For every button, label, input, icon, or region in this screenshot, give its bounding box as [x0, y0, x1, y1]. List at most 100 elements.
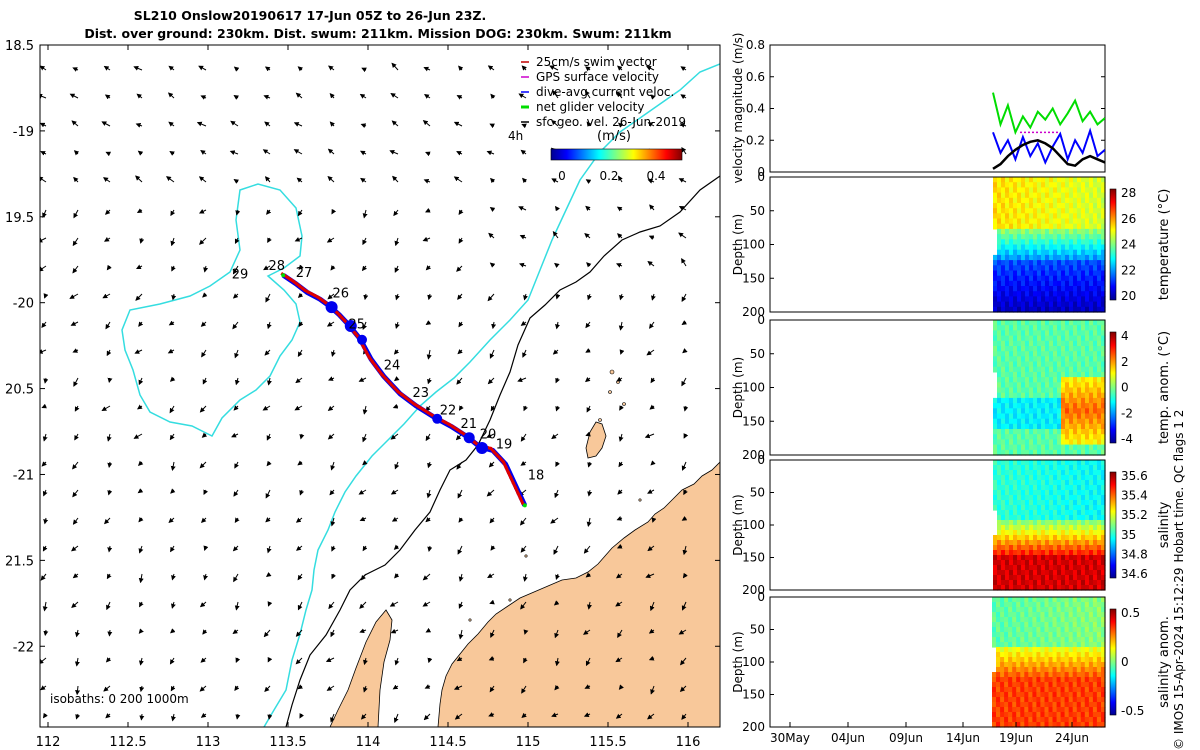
section-cell	[1077, 530, 1082, 536]
section-cell	[1029, 387, 1034, 394]
section-cell	[1069, 330, 1074, 337]
section-cell	[992, 617, 997, 623]
section-cell	[1052, 617, 1058, 623]
section-cell	[1069, 500, 1074, 506]
section-cell	[1037, 413, 1042, 420]
section-cell	[1041, 197, 1046, 204]
section-cell	[1048, 672, 1054, 678]
section-cell	[1017, 330, 1022, 337]
section-cell	[1081, 182, 1086, 188]
section-cell	[1093, 500, 1098, 506]
section-cell	[1056, 597, 1062, 603]
section-cell	[1089, 213, 1094, 220]
section-cell	[1101, 692, 1106, 698]
section-cell	[1057, 306, 1062, 313]
velocity-arrow	[520, 320, 527, 326]
section-cell	[1053, 570, 1058, 576]
section-cell	[1093, 495, 1098, 501]
velocity-arrow	[169, 405, 175, 414]
section-cell	[1021, 340, 1026, 347]
section-cell	[997, 377, 1002, 383]
section-cell	[1057, 490, 1062, 496]
swim-vector-point	[504, 465, 508, 469]
section-cell	[1069, 439, 1074, 446]
swim-vector-point	[518, 496, 523, 500]
velocity-arrow	[583, 712, 591, 717]
section-cell	[997, 208, 1002, 214]
section-cell	[1045, 192, 1050, 199]
section-cell	[1097, 485, 1102, 491]
section-cell	[1013, 555, 1018, 561]
section-cell	[1077, 223, 1082, 230]
section-cell	[1016, 697, 1021, 703]
section-cell	[993, 361, 998, 368]
section-cell	[1065, 490, 1070, 496]
section-cell	[1101, 580, 1106, 586]
section-cell	[1080, 662, 1086, 668]
section-cell	[1045, 535, 1050, 541]
section-cell	[1101, 208, 1106, 214]
section-cell	[1005, 495, 1010, 501]
section-cell	[1076, 632, 1082, 638]
section-cell	[1057, 335, 1062, 342]
section-cell	[1004, 617, 1009, 623]
section-cell	[1020, 702, 1025, 708]
velocity-arrow	[490, 93, 496, 100]
section-cell	[1037, 234, 1042, 240]
velocity-arrow	[233, 573, 239, 583]
section-cell	[1061, 465, 1066, 471]
section-cell	[1097, 387, 1102, 394]
section-cell	[992, 712, 997, 718]
section-cell	[1096, 637, 1102, 643]
velocity-arrow	[72, 489, 79, 498]
section-cell	[1097, 366, 1102, 373]
section-cell	[1060, 647, 1066, 653]
section-cell	[997, 213, 1002, 220]
section-cell	[1033, 505, 1038, 511]
velocity-arrow	[165, 176, 175, 183]
velocity-arrow	[554, 205, 560, 212]
section-cell	[1061, 218, 1066, 225]
section-cell	[1037, 351, 1042, 357]
section-cell	[1101, 291, 1106, 297]
section-cell	[1076, 692, 1082, 698]
section-cell	[1041, 330, 1046, 337]
section-cell	[1000, 647, 1005, 653]
section-cell	[1001, 423, 1006, 430]
velocity-arrow	[171, 601, 176, 609]
section-cell	[1025, 470, 1030, 476]
section-cell	[1061, 203, 1066, 209]
velocity-arrow	[136, 208, 143, 213]
section-cell	[997, 192, 1002, 199]
velocity-arrow	[73, 377, 79, 387]
section-cell	[1052, 717, 1058, 723]
velocity-arrow	[330, 713, 335, 723]
section-cell	[993, 470, 998, 476]
section-cell	[1085, 377, 1090, 383]
section-cell	[1041, 480, 1046, 486]
four-hour-label: 4h	[508, 129, 523, 143]
section-cell	[1009, 449, 1014, 456]
section-cell	[1065, 429, 1070, 435]
velocity-arrow	[457, 293, 463, 300]
section-cell	[992, 722, 997, 728]
section-cell	[1084, 717, 1090, 723]
section-cell	[1072, 682, 1078, 688]
velocity-arrow	[360, 123, 367, 129]
section-cell	[1077, 403, 1082, 409]
section-cell	[1061, 208, 1066, 214]
section-colorbar-tick: 2	[1121, 355, 1129, 369]
section-cell	[1033, 423, 1038, 430]
section-cell	[1013, 545, 1018, 551]
section-cell	[1101, 320, 1106, 326]
section-cell	[1044, 712, 1050, 718]
velocity-arrow	[490, 545, 496, 551]
section-cell	[1068, 692, 1074, 698]
velocity-arrow	[40, 122, 47, 128]
section-cell	[1052, 657, 1058, 663]
section-cell	[1025, 382, 1030, 389]
section-cell	[1013, 470, 1018, 476]
section-cell	[1045, 387, 1050, 394]
section-cell	[1053, 234, 1058, 240]
section-cell	[1033, 413, 1038, 420]
